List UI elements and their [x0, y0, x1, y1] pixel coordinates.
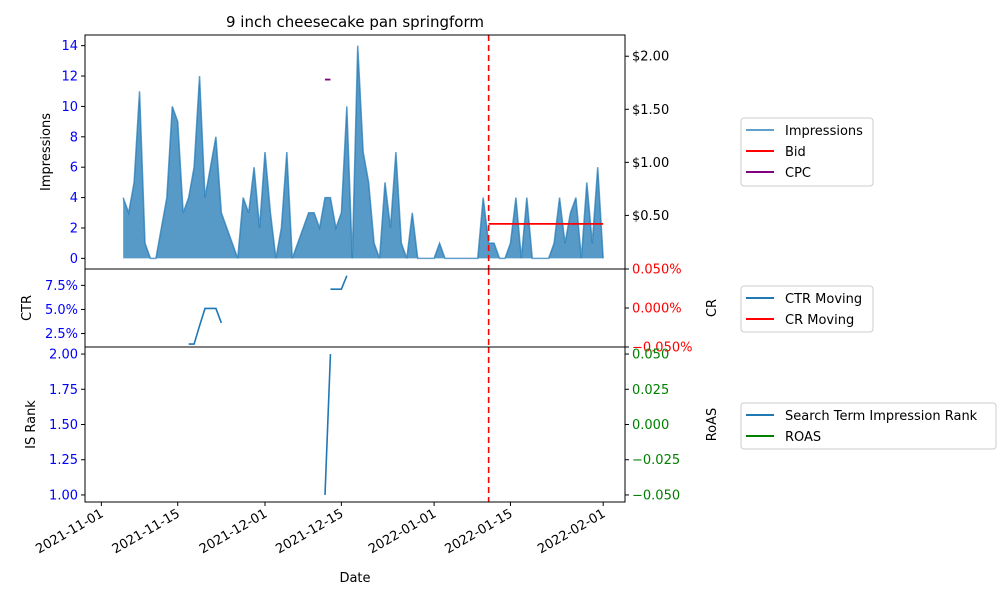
axes-frame	[84, 346, 626, 503]
x-tick-label: 2022-01-01	[366, 506, 439, 557]
y-axis-label: CTR	[20, 295, 35, 321]
y-tick-label: 2.5%	[45, 327, 78, 342]
legend-entry: Search Term Impression Rank	[785, 409, 978, 424]
y2-tick-label: 0.000	[632, 418, 669, 433]
y-tick-label: 5.0%	[45, 303, 78, 318]
x-axis-label: Date	[339, 571, 370, 586]
plot-area	[188, 275, 348, 345]
legend-entry: CR Moving	[785, 313, 854, 328]
y2-tick-label: −0.025	[632, 453, 680, 468]
chart-title: 9 inch cheesecake pan springform	[226, 13, 484, 31]
panel-2: 2.5% 5.0% 7.5% −0.050% 0.000% 0.050% CTR CR	[20, 263, 720, 356]
y-axis-label: Impressions	[39, 113, 54, 191]
legend-box	[740, 117, 874, 187]
y-tick-label: 2.00	[49, 348, 78, 363]
legends: Impressions Bid CPC CTR Moving CR Moving Sear…	[740, 117, 997, 450]
y-tick-label: 1.00	[49, 488, 78, 503]
y2-tick-label: 0.050	[632, 348, 669, 363]
y-tick-label: 2	[70, 221, 78, 236]
y2-tick-label: $2.00	[632, 50, 669, 65]
legend-entry: Impressions	[785, 124, 863, 139]
ctr-moving-segment-1	[188, 307, 223, 345]
x-tick-label: 2022-01-15	[443, 506, 516, 557]
legend-3: Search Term Impression Rank ROAS	[740, 402, 997, 450]
y2-tick-label: 0.000%	[632, 302, 682, 317]
x-tick-label: 2021-12-15	[273, 506, 346, 557]
y-tick-label: 10	[61, 100, 78, 115]
y2-tick-label: −0.050	[632, 488, 680, 503]
impressions-line	[122, 45, 604, 260]
x-tick-label: 2021-11-01	[33, 506, 106, 557]
y2-axis-label: CR	[705, 299, 720, 317]
x-tick-label: 2021-11-15	[110, 506, 183, 557]
legend-entry: ROAS	[785, 430, 821, 445]
y-tick-label: 12	[61, 70, 78, 85]
legend-2: CTR Moving CR Moving	[740, 285, 874, 333]
y-tick-label: 1.75	[49, 383, 78, 398]
legend-entry: CTR Moving	[785, 292, 862, 307]
plot-area	[324, 354, 332, 495]
plot-area	[122, 45, 604, 260]
legend-1: Impressions Bid CPC	[740, 117, 874, 187]
y-tick-label: 1.50	[49, 418, 78, 433]
y2-tick-label: 0.050%	[632, 263, 682, 278]
search-term-impression-rank-segment-1	[324, 354, 332, 495]
panel-3: 1.00 1.25 1.50 1.75 2.00 −0.050 −0.025 0.000 0.0…	[24, 346, 720, 503]
y-tick-label: 6	[70, 161, 78, 176]
panels: 0 2 4 6 8 10 12 14 $0.50 $1.00 $1.50 $2.00 Impressio…	[20, 34, 720, 503]
axes-frame	[84, 268, 626, 348]
y2-axis-label: RoAS	[705, 408, 720, 442]
y-tick-label: 1.25	[49, 453, 78, 468]
y-tick-label: 4	[70, 191, 78, 206]
y-axis-label: IS Rank	[24, 400, 39, 449]
y2-tick-label: $1.50	[632, 103, 669, 118]
panel-1: 0 2 4 6 8 10 12 14 $0.50 $1.00 $1.50 $2.00 Impressio…	[39, 34, 669, 270]
ctr-moving-segment-2	[330, 275, 348, 291]
x-tick-label: 2022-02-01	[535, 506, 608, 557]
x-axis-ticks: 2021-11-01 2021-11-15 2021-12-01 2021-12-15…	[33, 502, 608, 557]
y2-tick-label: $0.50	[632, 209, 669, 224]
legend-entry: Bid	[785, 145, 806, 160]
y-tick-label: 8	[70, 130, 78, 145]
y2-tick-label: 0.025	[632, 383, 669, 398]
y2-tick-label: $1.00	[632, 156, 669, 171]
y-tick-label: 0	[70, 252, 78, 267]
legend-box	[740, 402, 997, 450]
y-tick-label: 7.5%	[45, 279, 78, 294]
y-tick-label: 14	[61, 39, 78, 54]
y2-tick-label: −0.050%	[632, 341, 692, 356]
legend-entry: CPC	[785, 166, 811, 181]
x-tick-label: 2021-12-01	[197, 506, 270, 557]
